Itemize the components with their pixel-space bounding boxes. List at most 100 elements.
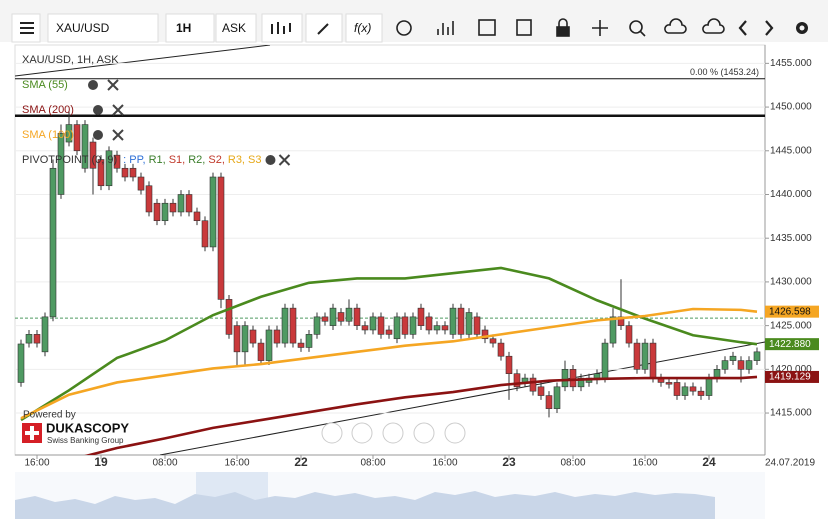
- toolbar: XAU/USD 1H ASK f(x): [0, 0, 828, 43]
- candle-body: [369, 316, 377, 331]
- candle-body: [697, 390, 705, 396]
- candle-body: [729, 355, 737, 361]
- candle-body: [177, 194, 185, 213]
- candle-body: [153, 202, 161, 222]
- candle-body: [481, 329, 489, 340]
- candle-body: [609, 316, 617, 344]
- candle-body: [353, 307, 361, 326]
- sma-line: [84, 375, 758, 455]
- candle-body: [497, 342, 505, 357]
- candle-body: [57, 132, 65, 195]
- legend-settings[interactable]: [265, 155, 276, 165]
- legend-close[interactable]: [107, 79, 119, 91]
- candle-body: [537, 386, 545, 396]
- symbol-box[interactable]: [47, 13, 159, 43]
- candle-body: [41, 316, 49, 353]
- nav-button[interactable]: [413, 422, 435, 444]
- x-tick-label: 16:00: [632, 458, 657, 469]
- legend-entry: SMA (200): [22, 104, 74, 116]
- candle-body: [529, 377, 537, 392]
- period-box[interactable]: [165, 13, 215, 43]
- logo-tagline: Swiss Banking Group: [47, 436, 124, 445]
- candle-body: [25, 334, 33, 344]
- x-tick-label: 16:00: [432, 458, 457, 469]
- y-tick-label: 1440.000: [770, 189, 812, 200]
- candle-body: [345, 307, 353, 322]
- logo: Powered by DUKASCOPY Swiss Banking Group: [22, 410, 129, 445]
- candle-body: [81, 124, 89, 169]
- candle-body: [89, 141, 97, 169]
- symbol: XAU/USD: [56, 21, 110, 35]
- sma-line: [20, 266, 758, 422]
- candle-body: [233, 325, 241, 353]
- candle-body: [97, 159, 105, 187]
- candle-body: [577, 377, 585, 388]
- candle-body: [641, 342, 649, 370]
- nav-button[interactable]: [351, 422, 373, 444]
- legend-title: XAU/USD, 1H, ASK: [22, 54, 119, 66]
- legend-close[interactable]: [278, 154, 291, 166]
- price-tag: [765, 338, 819, 351]
- candle-body: [569, 369, 577, 388]
- candle-body: [633, 342, 641, 370]
- candle-body: [449, 307, 457, 335]
- candle-body: [489, 338, 497, 344]
- candle-body: [401, 316, 409, 335]
- legend-settings[interactable]: [93, 130, 103, 140]
- sma-line: [20, 307, 758, 420]
- legend-settings[interactable]: [93, 105, 103, 115]
- y-tick-label: 1445.000: [770, 145, 812, 156]
- side-box[interactable]: [215, 13, 257, 43]
- fx-button[interactable]: [345, 13, 383, 43]
- price-tag-label: 1426.598: [769, 306, 811, 317]
- legend-close[interactable]: [112, 129, 124, 141]
- nav-button[interactable]: [382, 422, 404, 444]
- candle-body: [169, 202, 177, 213]
- legend-settings[interactable]: [88, 80, 98, 90]
- nav-button[interactable]: [321, 422, 343, 444]
- candle-body: [265, 329, 273, 361]
- candle-body: [17, 343, 25, 383]
- x-tick-label: 08:00: [560, 458, 585, 469]
- candle-body: [145, 185, 153, 213]
- candle-body: [161, 202, 169, 222]
- legend-part: S3: [248, 154, 261, 166]
- candle-body: [289, 307, 297, 344]
- legend-close[interactable]: [112, 104, 124, 116]
- candle-body: [113, 154, 121, 169]
- candle-body: [65, 124, 73, 143]
- candle-body: [513, 373, 521, 388]
- legend-entry: SMA (55): [22, 79, 68, 91]
- y-tick-label: 1455.000: [770, 58, 812, 69]
- candle-body: [705, 377, 713, 396]
- side: ASK: [222, 21, 246, 35]
- candle-body: [217, 176, 225, 300]
- nav-buttons: [321, 422, 466, 444]
- candle-body: [425, 316, 433, 331]
- x-tick-label: 08:00: [152, 458, 177, 469]
- x-tick-label: 19: [94, 455, 108, 469]
- nav-button[interactable]: [444, 422, 466, 444]
- candle-body: [745, 360, 753, 370]
- candle-body: [121, 167, 129, 178]
- y-tick-label: 1425.000: [770, 320, 812, 331]
- candle-body: [297, 342, 305, 348]
- y-tick-label: 1435.000: [770, 233, 812, 244]
- candle-body: [137, 176, 145, 191]
- candle-body: [417, 307, 425, 326]
- candle-body: [505, 355, 513, 374]
- trendline: [159, 341, 765, 455]
- candle-body: [753, 351, 761, 361]
- logo-brand: DUKASCOPY: [46, 420, 129, 435]
- candle-body: [625, 325, 633, 344]
- candle-body: [257, 342, 265, 361]
- candle-body: [33, 334, 41, 344]
- trendline: [15, 45, 271, 77]
- legend-entry: PIVOTPOINT (0, 9): [22, 154, 117, 166]
- legend-part: R3,: [228, 154, 245, 166]
- y-tick-label: 1430.000: [770, 277, 812, 288]
- candle-body: [225, 299, 233, 335]
- x-tick-label: 16:00: [224, 458, 249, 469]
- pivot-label: 0.00 % (1453.24): [690, 67, 759, 77]
- candle-body: [281, 307, 289, 344]
